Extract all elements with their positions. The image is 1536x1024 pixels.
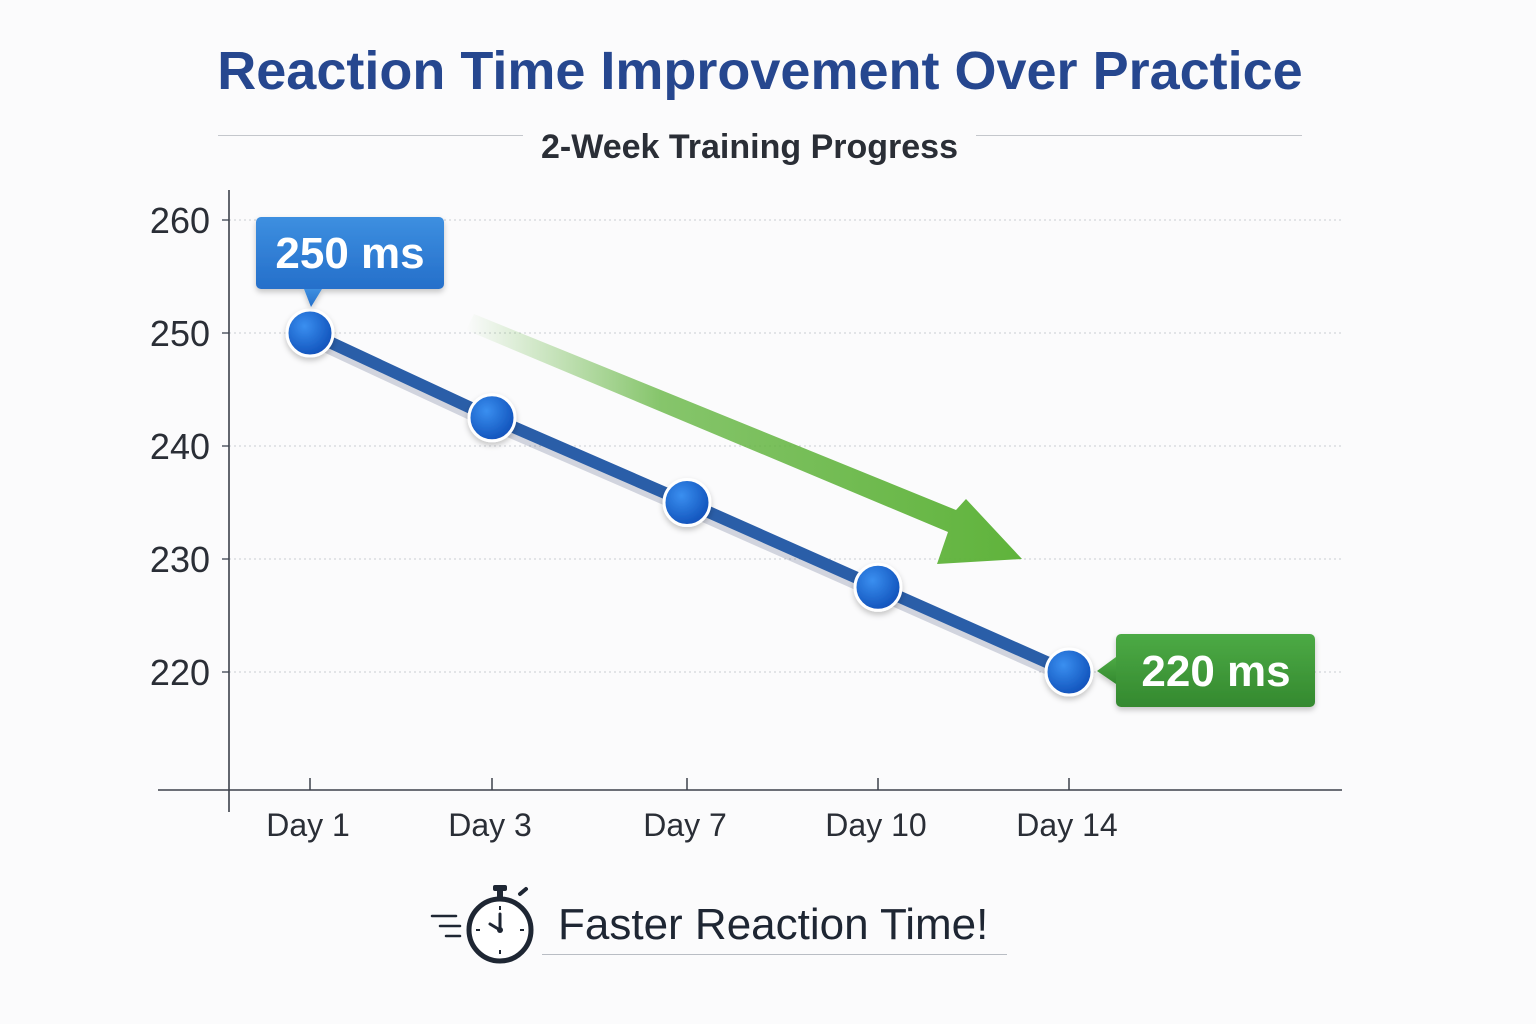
subtitle-rule-right bbox=[976, 135, 1302, 136]
footer-text: Faster Reaction Time! bbox=[558, 900, 989, 949]
start-value-callout: 250 ms bbox=[256, 217, 444, 307]
callout-box bbox=[256, 217, 444, 289]
subtitle-row: 2-Week Training Progress bbox=[218, 126, 1302, 170]
callout-label: 250 ms bbox=[275, 229, 424, 278]
data-point-day-14 bbox=[1044, 647, 1094, 697]
chart-title: Reaction Time Improvement Over Practice bbox=[217, 41, 1303, 101]
data-point-day-1 bbox=[285, 308, 335, 358]
callout-pointer bbox=[1097, 657, 1116, 684]
x-tick-label: Day 10 bbox=[825, 807, 926, 843]
data-point-day-10 bbox=[853, 562, 903, 612]
chart-subtitle: 2-Week Training Progress bbox=[541, 128, 958, 166]
end-value-callout: 220 ms bbox=[1097, 634, 1315, 707]
data-point-day-7 bbox=[662, 478, 712, 527]
stopwatch-icon bbox=[430, 885, 534, 964]
x-tick-label: Day 14 bbox=[1016, 807, 1117, 843]
callout-box bbox=[1116, 634, 1315, 707]
trend-arrow-shape bbox=[466, 314, 1022, 564]
y-tick-label: 260 bbox=[150, 200, 210, 241]
y-tick-label: 250 bbox=[150, 313, 210, 354]
y-tick-label: 240 bbox=[150, 426, 210, 467]
x-tick-label: Day 3 bbox=[448, 807, 532, 843]
trend-arrow bbox=[466, 314, 1022, 564]
data-point-day-3 bbox=[467, 393, 517, 443]
y-tick-label: 220 bbox=[150, 652, 210, 693]
y-tick-label: 230 bbox=[150, 539, 210, 580]
callout-label: 220 ms bbox=[1141, 647, 1290, 696]
series-layer bbox=[285, 308, 1094, 697]
subtitle-rule-left bbox=[218, 135, 523, 136]
callout-layer: 250 ms 220 ms bbox=[256, 217, 1315, 707]
x-tick-label: Day 7 bbox=[643, 807, 727, 843]
trend-arrow-layer bbox=[466, 314, 1022, 564]
footer-underline bbox=[542, 954, 1007, 955]
footer: Faster Reaction Time! bbox=[430, 880, 1010, 970]
callout-pointer bbox=[304, 289, 322, 307]
axis-layer: 220 230 240 250 260 Day 1 Day 3 Day 7 Day 10 Day … bbox=[150, 190, 1342, 843]
x-tick-label: Day 1 bbox=[266, 807, 350, 843]
